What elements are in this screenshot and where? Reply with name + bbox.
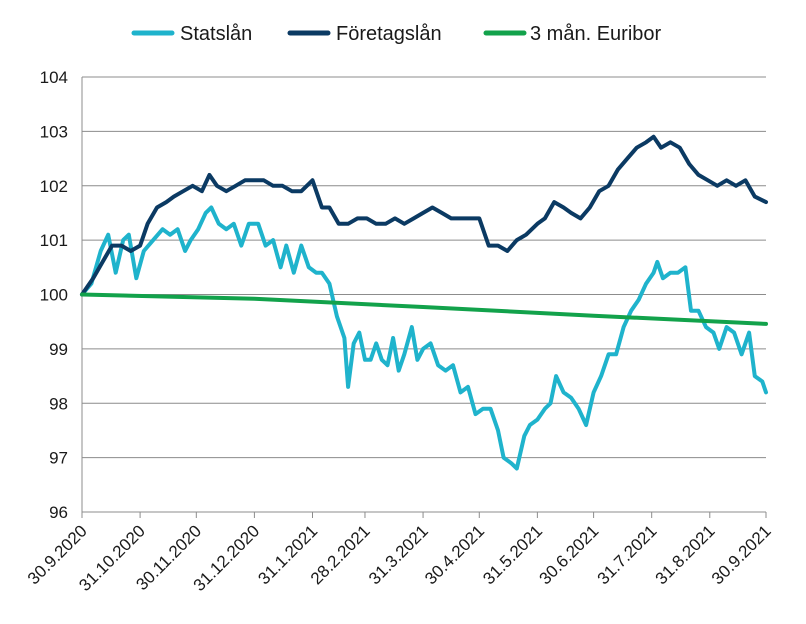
y-tick-label: 103: [40, 122, 68, 141]
legend: Statslån Företagslån 3 mån. Euribor: [131, 23, 662, 45]
y-tick-label: 97: [49, 449, 68, 468]
y-tick-label: 100: [40, 286, 68, 305]
y-tick-label: 99: [49, 340, 68, 359]
legend-label: Statslån: [180, 23, 252, 45]
legend-label: Företagslån: [336, 23, 442, 45]
x-axis-ticks: 30.9.202031.10.202030.11.202031.12.20203…: [24, 512, 775, 595]
legend-label: 3 mån. Euribor: [530, 23, 662, 45]
series-lines: [80, 134, 768, 471]
y-tick-label: 96: [49, 503, 68, 522]
series-line-2: [80, 134, 768, 297]
gridlines: [81, 76, 766, 513]
x-tick-label: 30.9.2021: [708, 521, 775, 588]
x-tick-label: 30.6.2021: [536, 521, 603, 588]
x-tick-label: 31.8.2021: [652, 521, 719, 588]
y-tick-label: 104: [40, 68, 68, 87]
series-line-3: [80, 292, 768, 326]
y-axis-ticks: 96 97 98 99 100 101 102 103 104: [40, 68, 68, 522]
x-tick-label: 30.4.2021: [421, 521, 488, 588]
x-tick-label: 31.7.2021: [594, 521, 661, 588]
y-tick-label: 101: [40, 231, 68, 250]
x-tick-label: 31.3.2021: [365, 521, 432, 588]
series-line-1: [80, 205, 768, 471]
y-tick-label: 102: [40, 177, 68, 196]
x-tick-label: 31.5.2021: [479, 521, 546, 588]
y-tick-label: 98: [49, 394, 68, 413]
